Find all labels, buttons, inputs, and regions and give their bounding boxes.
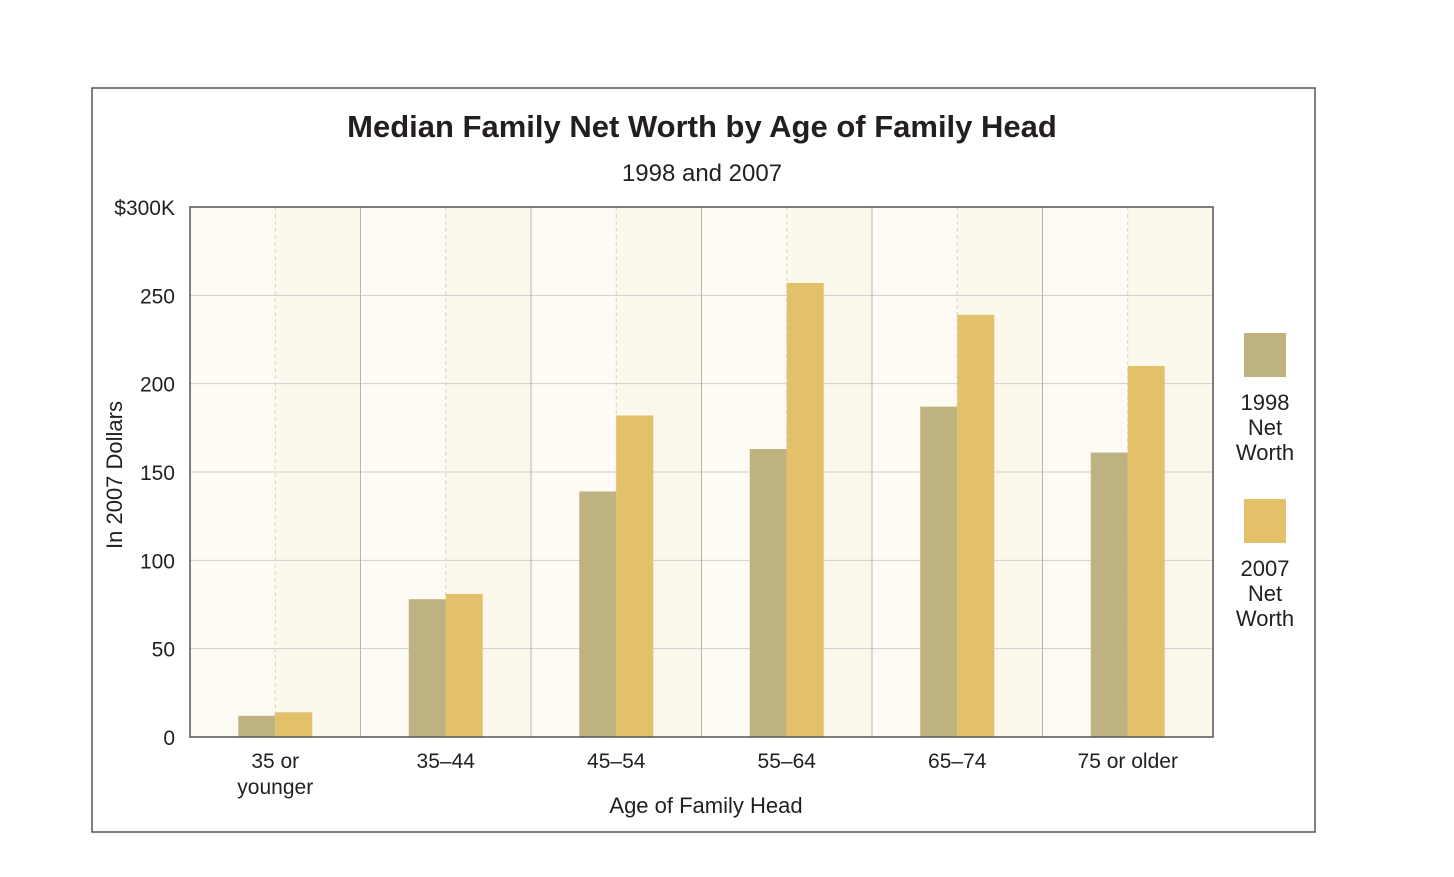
y-tick-label: 100 bbox=[140, 550, 175, 573]
y-axis-label: In 2007 Dollars bbox=[102, 401, 127, 549]
bars bbox=[238, 282, 1165, 737]
y-tick-label: 0 bbox=[163, 727, 175, 750]
bar-1998-1 bbox=[408, 599, 446, 737]
legend-label: Worth bbox=[1236, 440, 1294, 465]
x-tick-label: younger bbox=[237, 776, 313, 799]
bar-2007-1 bbox=[445, 593, 483, 737]
bar-2007-5 bbox=[1127, 366, 1165, 737]
y-tick-label: 200 bbox=[140, 374, 175, 397]
y-tick-label: 250 bbox=[140, 285, 175, 308]
bar-1998-0 bbox=[238, 715, 276, 737]
bar-1998-4 bbox=[920, 406, 958, 737]
legend-label: Net bbox=[1248, 415, 1282, 440]
bar-2007-2 bbox=[616, 415, 654, 737]
x-tick-label: 75 or older bbox=[1078, 750, 1178, 773]
legend-label: 1998 bbox=[1241, 390, 1290, 415]
legend-swatch bbox=[1244, 499, 1286, 543]
bar-1998-2 bbox=[579, 491, 617, 737]
bar-2007-4 bbox=[957, 314, 995, 737]
legend-label: Net bbox=[1248, 581, 1282, 606]
plot-area-border bbox=[189, 206, 1214, 738]
bar-1998-3 bbox=[749, 449, 787, 737]
bar-1998-5 bbox=[1090, 452, 1128, 737]
legend-label: Worth bbox=[1236, 606, 1294, 631]
x-tick-label: 55–64 bbox=[758, 750, 817, 773]
legend-swatch bbox=[1244, 333, 1286, 377]
x-tick-label: 35 or bbox=[251, 750, 299, 773]
y-tick-label: $300K bbox=[114, 197, 175, 220]
x-tick-label: 65–74 bbox=[928, 750, 987, 773]
bar-2007-3 bbox=[786, 282, 824, 737]
y-axis-ticks: 0 50 100 150 200 250 $300K bbox=[114, 197, 175, 750]
bar-2007-0 bbox=[275, 712, 313, 737]
chart-subtitle: 1998 and 2007 bbox=[622, 160, 782, 187]
y-tick-label: 50 bbox=[152, 639, 175, 662]
y-tick-label: 150 bbox=[140, 462, 175, 485]
x-axis-label: Age of Family Head bbox=[609, 793, 802, 818]
legend-label: 2007 bbox=[1241, 556, 1290, 581]
chart-title: Median Family Net Worth by Age of Family… bbox=[347, 109, 1057, 144]
x-tick-label: 45–54 bbox=[587, 750, 646, 773]
x-axis-ticks: 35 or younger 35–44 45–54 55–64 65–74 75 or ol… bbox=[237, 750, 1178, 799]
x-tick-label: 35–44 bbox=[417, 750, 476, 773]
